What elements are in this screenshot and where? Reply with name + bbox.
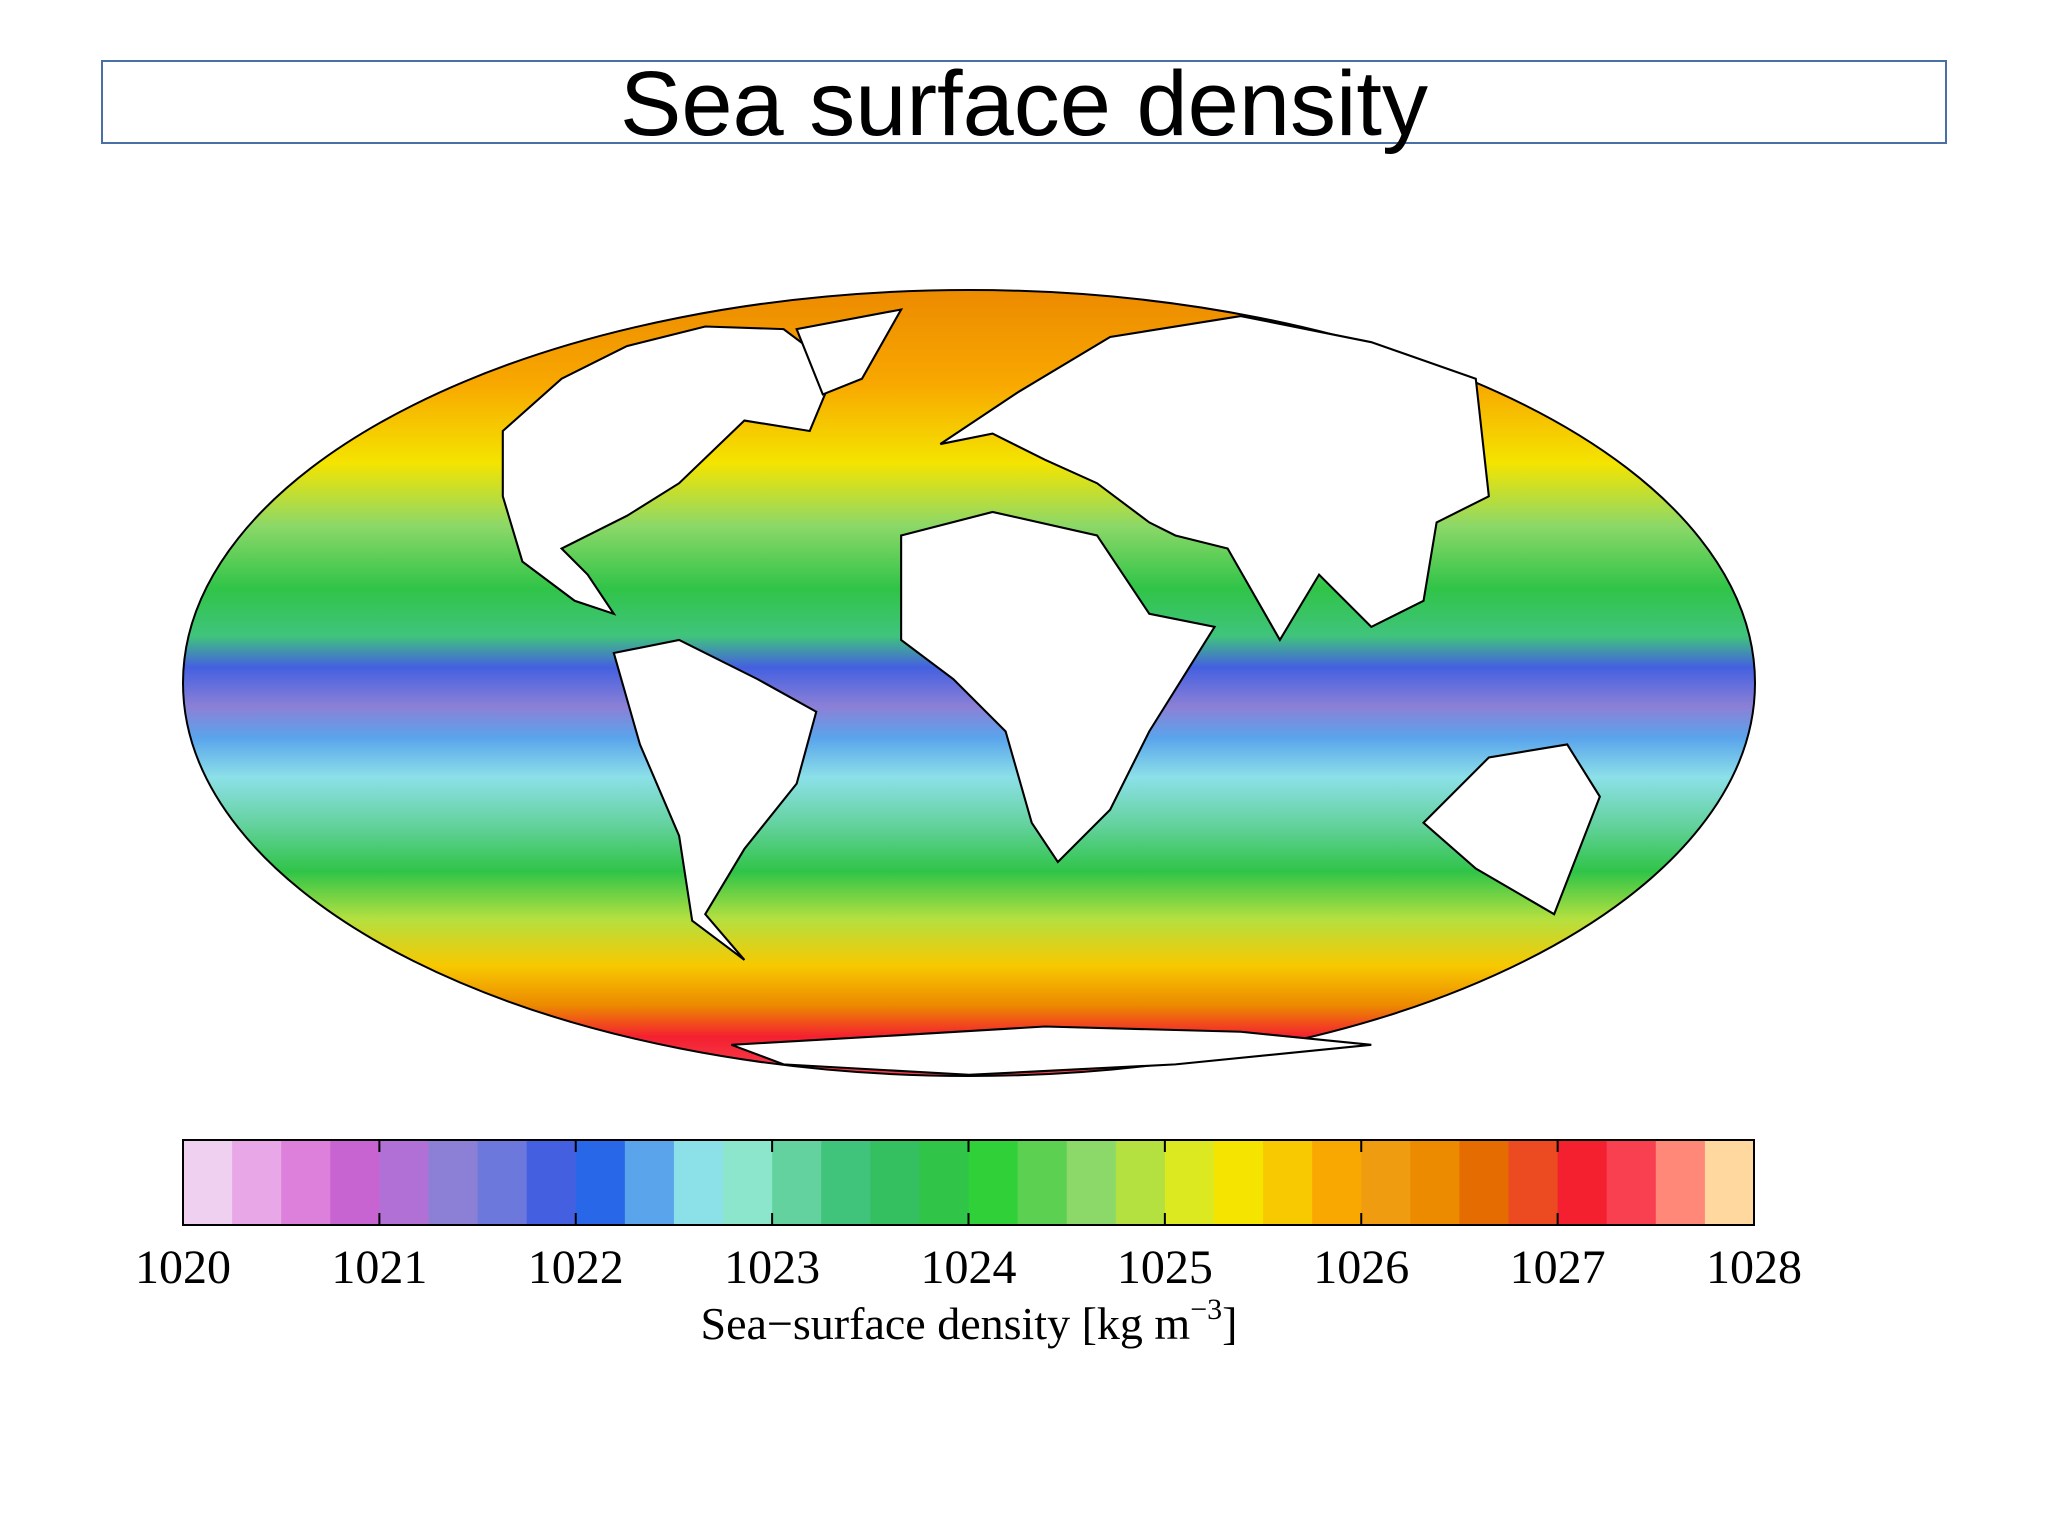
color-swatch: [772, 1140, 822, 1225]
color-swatch: [1263, 1140, 1313, 1225]
colorbar: 1020 1021 1022 1023 1024 1025 1026 1027 1028: [135, 1139, 1802, 1294]
color-swatch: [1066, 1140, 1117, 1225]
south-america: [612, 638, 818, 961]
color-swatch: [821, 1140, 871, 1225]
africa: [900, 510, 1217, 864]
label-superscript: −3: [1190, 1293, 1222, 1326]
color-swatch: [183, 1140, 233, 1225]
color-swatch: [1361, 1140, 1411, 1225]
tick-label: 1028: [1706, 1241, 1802, 1294]
color-swatch: [1164, 1140, 1215, 1225]
color-swatch: [673, 1140, 724, 1225]
color-swatch: [281, 1140, 331, 1225]
color-swatch: [1017, 1140, 1068, 1225]
color-swatch: [1557, 1140, 1608, 1225]
color-swatch: [1606, 1140, 1657, 1225]
color-swatch: [1508, 1140, 1559, 1225]
title-box: [101, 60, 1947, 144]
color-swatch: [1704, 1140, 1755, 1225]
color-swatch: [428, 1140, 479, 1225]
tick-label: 1021: [331, 1241, 427, 1294]
color-swatch: [232, 1140, 282, 1225]
color-swatch: [477, 1140, 528, 1225]
greenland: [795, 308, 904, 396]
color-swatch: [1655, 1140, 1706, 1225]
australia: [1422, 743, 1602, 916]
color-swatch: [1115, 1140, 1166, 1225]
label-text: Sea−surface density [kg m: [701, 1298, 1191, 1349]
color-swatch: [723, 1140, 773, 1225]
tick-label: 1022: [528, 1241, 624, 1294]
color-swatch: [1410, 1140, 1460, 1225]
colorbar-label: Sea−surface density [kg m−3]: [701, 1293, 1238, 1349]
antarctica: [730, 1025, 1372, 1076]
tick-label: 1023: [724, 1241, 820, 1294]
north-america: [501, 325, 838, 616]
map: [182, 289, 1756, 1077]
color-swatch: [870, 1140, 920, 1225]
continents: [501, 308, 1602, 1076]
tick-label: 1024: [921, 1241, 1017, 1294]
tick-label: 1025: [1117, 1241, 1213, 1294]
color-swatch: [575, 1140, 626, 1225]
color-swatch: [968, 1140, 1019, 1225]
color-swatch: [330, 1140, 380, 1225]
tick-label: 1027: [1510, 1241, 1606, 1294]
label-close: ]: [1222, 1298, 1237, 1349]
color-swatch: [1459, 1140, 1510, 1225]
tick-label: 1026: [1313, 1241, 1409, 1294]
tick-label: 1020: [135, 1241, 231, 1294]
color-swatch: [526, 1140, 577, 1225]
eurasia: [939, 314, 1490, 643]
title: Sea surface density: [620, 53, 1428, 155]
color-swatch: [1312, 1140, 1362, 1225]
color-swatch: [379, 1140, 429, 1225]
color-swatch: [624, 1140, 675, 1225]
color-swatch: [919, 1140, 969, 1225]
color-swatch: [1213, 1140, 1264, 1225]
